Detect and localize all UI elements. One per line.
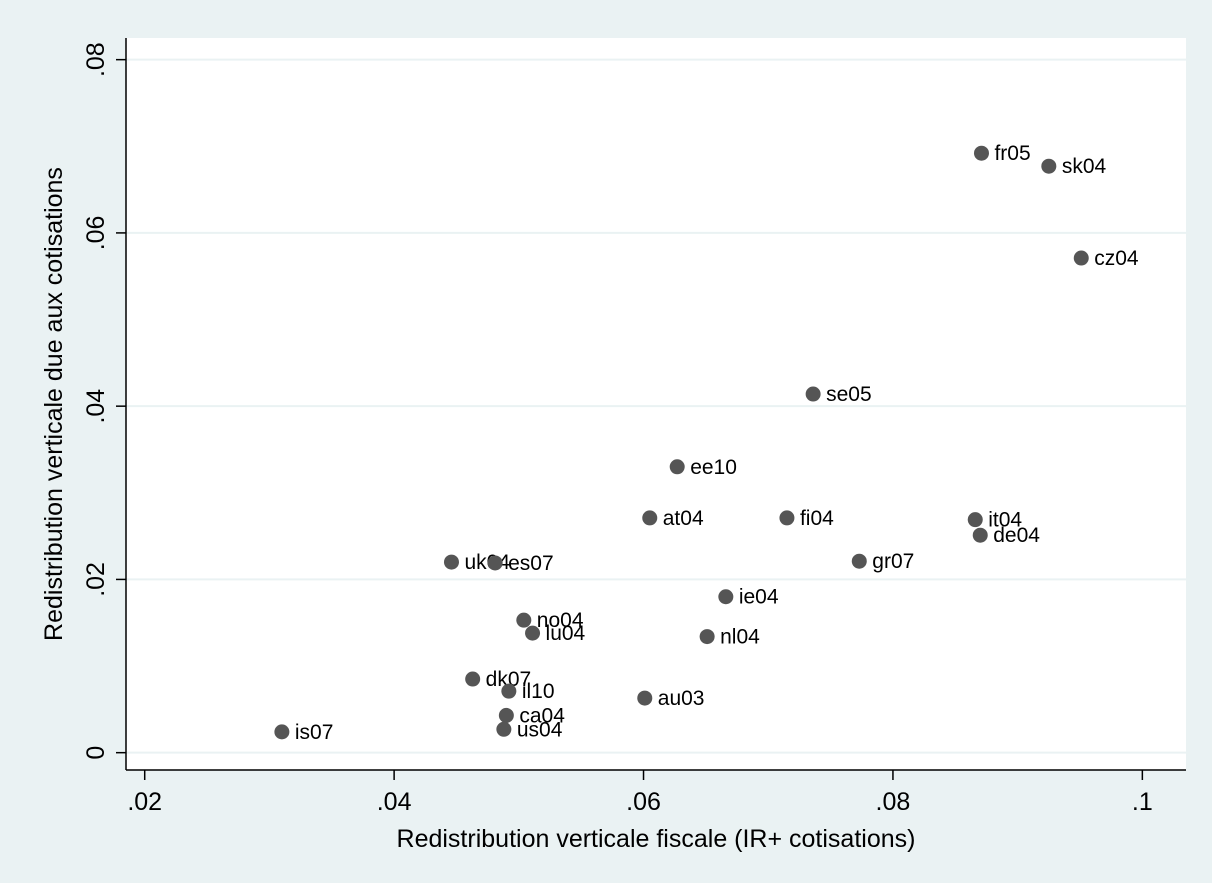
y-tick-label: .06 bbox=[82, 216, 110, 251]
x-tick-label: .06 bbox=[626, 788, 661, 816]
x-tick-label: .04 bbox=[377, 788, 412, 816]
data-point bbox=[496, 721, 512, 737]
x-tick-label: .1 bbox=[1132, 788, 1153, 816]
data-point bbox=[779, 510, 795, 526]
y-tick-label: .02 bbox=[82, 562, 110, 597]
data-point bbox=[498, 707, 514, 723]
data-label: il10 bbox=[522, 680, 555, 703]
data-point bbox=[443, 554, 459, 570]
data-label: it04 bbox=[988, 509, 1022, 532]
gridlines bbox=[126, 58, 1186, 754]
data-point bbox=[805, 386, 821, 402]
data-point bbox=[637, 690, 653, 706]
data-label: no04 bbox=[537, 609, 584, 632]
data-point bbox=[973, 145, 989, 161]
data-label: ca04 bbox=[519, 704, 565, 727]
data-point bbox=[487, 555, 503, 571]
plot-area bbox=[126, 38, 1186, 770]
data-label: fr05 bbox=[994, 142, 1030, 165]
data-label: dk07 bbox=[486, 668, 532, 691]
axes: .02 .04 .06 .08 .1 0 .02 .04 .06 .08 bbox=[82, 38, 1186, 816]
data-label: ie04 bbox=[739, 586, 779, 609]
y-tick-label: 0 bbox=[82, 746, 110, 760]
data-point bbox=[851, 553, 867, 569]
data-label: gr07 bbox=[872, 550, 914, 573]
data-label: cz04 bbox=[1094, 247, 1139, 270]
y-tick-label: .04 bbox=[82, 389, 110, 424]
data-point bbox=[1041, 158, 1057, 174]
data-label: ee10 bbox=[690, 456, 737, 479]
data-point bbox=[669, 459, 685, 475]
x-tick-label: .08 bbox=[876, 788, 911, 816]
x-axis-title: Redistribution verticale fiscale (IR+ co… bbox=[397, 825, 916, 853]
data-point bbox=[525, 625, 541, 641]
data-point bbox=[699, 629, 715, 645]
data-point bbox=[501, 683, 517, 699]
data-point bbox=[972, 527, 988, 543]
data-point bbox=[718, 589, 734, 605]
data-label: se05 bbox=[826, 383, 872, 406]
data-point bbox=[1073, 250, 1089, 266]
data-label: fi04 bbox=[800, 507, 834, 530]
data-label: au03 bbox=[658, 687, 705, 710]
data-point bbox=[516, 612, 532, 628]
data-point bbox=[967, 512, 983, 528]
data-label: de04 bbox=[993, 524, 1040, 547]
data-label: at04 bbox=[663, 507, 704, 530]
data-label: sk04 bbox=[1062, 155, 1107, 178]
data-label: uk04 bbox=[464, 551, 510, 574]
data-point bbox=[465, 671, 481, 687]
data-label: es07 bbox=[508, 552, 554, 575]
y-tick-label: .08 bbox=[82, 42, 110, 77]
data-label: is07 bbox=[295, 721, 334, 744]
data-label: us04 bbox=[517, 718, 563, 741]
y-axis-title: Redistribution verticale due aux cotisat… bbox=[40, 167, 68, 641]
data-point bbox=[274, 724, 290, 740]
data-point bbox=[642, 510, 658, 526]
x-tick-label: .02 bbox=[127, 788, 162, 816]
data-label: lu04 bbox=[546, 622, 586, 645]
data-label: nl04 bbox=[720, 626, 760, 649]
